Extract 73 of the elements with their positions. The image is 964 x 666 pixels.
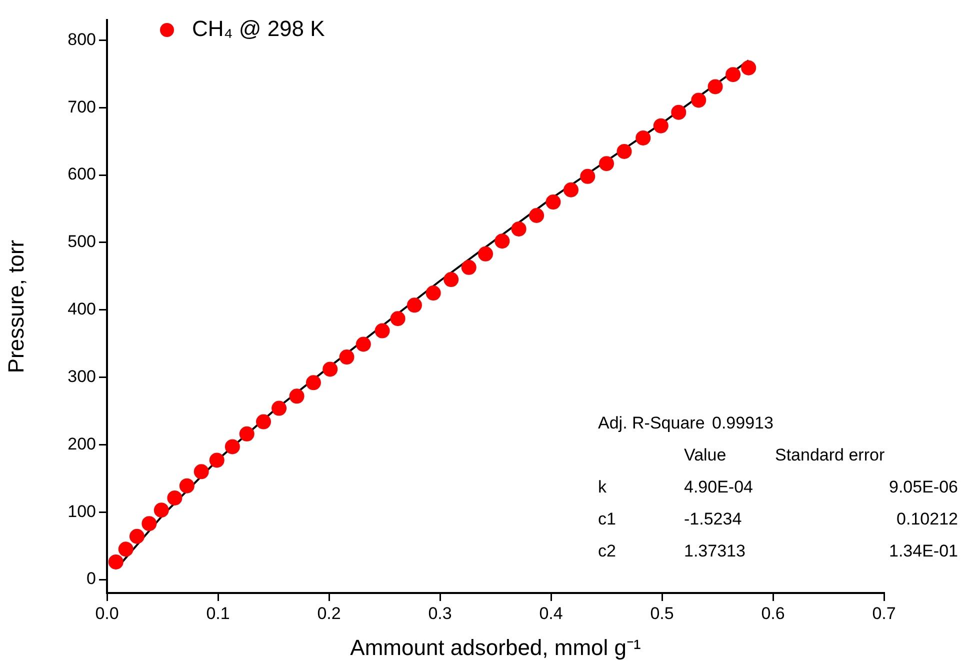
x-tick-label: 0.1: [206, 604, 230, 623]
point: [691, 92, 706, 108]
y-tick-label: 400: [68, 300, 96, 319]
point: [306, 375, 321, 390]
point: [563, 182, 578, 198]
text: 0.10212: [896, 510, 958, 529]
y-tick-label: 800: [68, 30, 96, 49]
annotation: k: [598, 478, 607, 497]
point: [580, 168, 596, 184]
x-tick-label: 0.7: [872, 604, 896, 623]
y-tick-label: 600: [68, 164, 96, 184]
y-axis-title: Pressure, torr: [3, 240, 28, 374]
y-tick-label: 0: [86, 569, 96, 588]
x-tick-label: 0.0: [95, 604, 119, 623]
annotation: 4.90E-04: [684, 478, 753, 497]
x-tick-label: 0.4: [539, 604, 563, 623]
point: [179, 478, 194, 494]
point: [108, 554, 124, 570]
point: [209, 452, 224, 468]
point: [239, 426, 254, 442]
point: [511, 221, 526, 236]
point: [289, 388, 304, 404]
point: [194, 464, 209, 480]
annotation: -1.5234: [684, 510, 742, 529]
annotation: c1: [598, 510, 616, 529]
y-tick-label: 200: [68, 434, 96, 454]
point: [599, 156, 614, 172]
x-tick-label: 0.5: [650, 604, 674, 623]
point: [374, 323, 390, 338]
point: [118, 542, 134, 557]
legend-label: CH₄ @ 298 K: [192, 16, 326, 42]
y-tick-label: 500: [68, 232, 96, 252]
point: [529, 208, 544, 223]
point: [444, 272, 459, 288]
point: [167, 490, 182, 506]
y-tick-label: 100: [68, 502, 96, 521]
annotation: c2: [598, 542, 616, 561]
text: 1.34E-01: [889, 542, 958, 561]
point: [636, 130, 651, 146]
point: [478, 246, 494, 262]
point: [129, 528, 144, 544]
point: [322, 362, 338, 377]
point: [224, 439, 240, 454]
x-tick-label: 0.6: [761, 604, 785, 623]
x-tick-label: 0.3: [428, 604, 452, 623]
annotation: 1.37313: [684, 542, 746, 561]
annotation: Standard error: [775, 446, 885, 465]
point: [726, 67, 741, 82]
annotation: Adj. R-Square: [598, 414, 705, 433]
x-tick-label: 0.2: [317, 604, 341, 623]
annotation: Value: [684, 446, 726, 465]
y-tick-label: 700: [68, 97, 96, 116]
point: [142, 516, 157, 532]
point: [356, 336, 371, 352]
point: [708, 79, 723, 94]
y-tick-label: 300: [68, 366, 96, 386]
point: [256, 414, 272, 430]
text: 9.05E-06: [889, 478, 958, 497]
point: [741, 60, 756, 76]
point: [494, 234, 510, 249]
point: [406, 298, 422, 313]
point: [154, 502, 169, 518]
annotation: 0.99913: [712, 414, 774, 433]
x-axis-title: Ammount adsorbed, mmol g⁻¹: [350, 634, 641, 660]
point: [671, 104, 686, 120]
point: [546, 194, 561, 210]
point: [653, 118, 668, 134]
point: [461, 260, 476, 275]
point: [339, 350, 354, 365]
point: [390, 311, 406, 326]
point: [616, 144, 632, 159]
point: [272, 400, 287, 416]
point: [426, 286, 441, 301]
